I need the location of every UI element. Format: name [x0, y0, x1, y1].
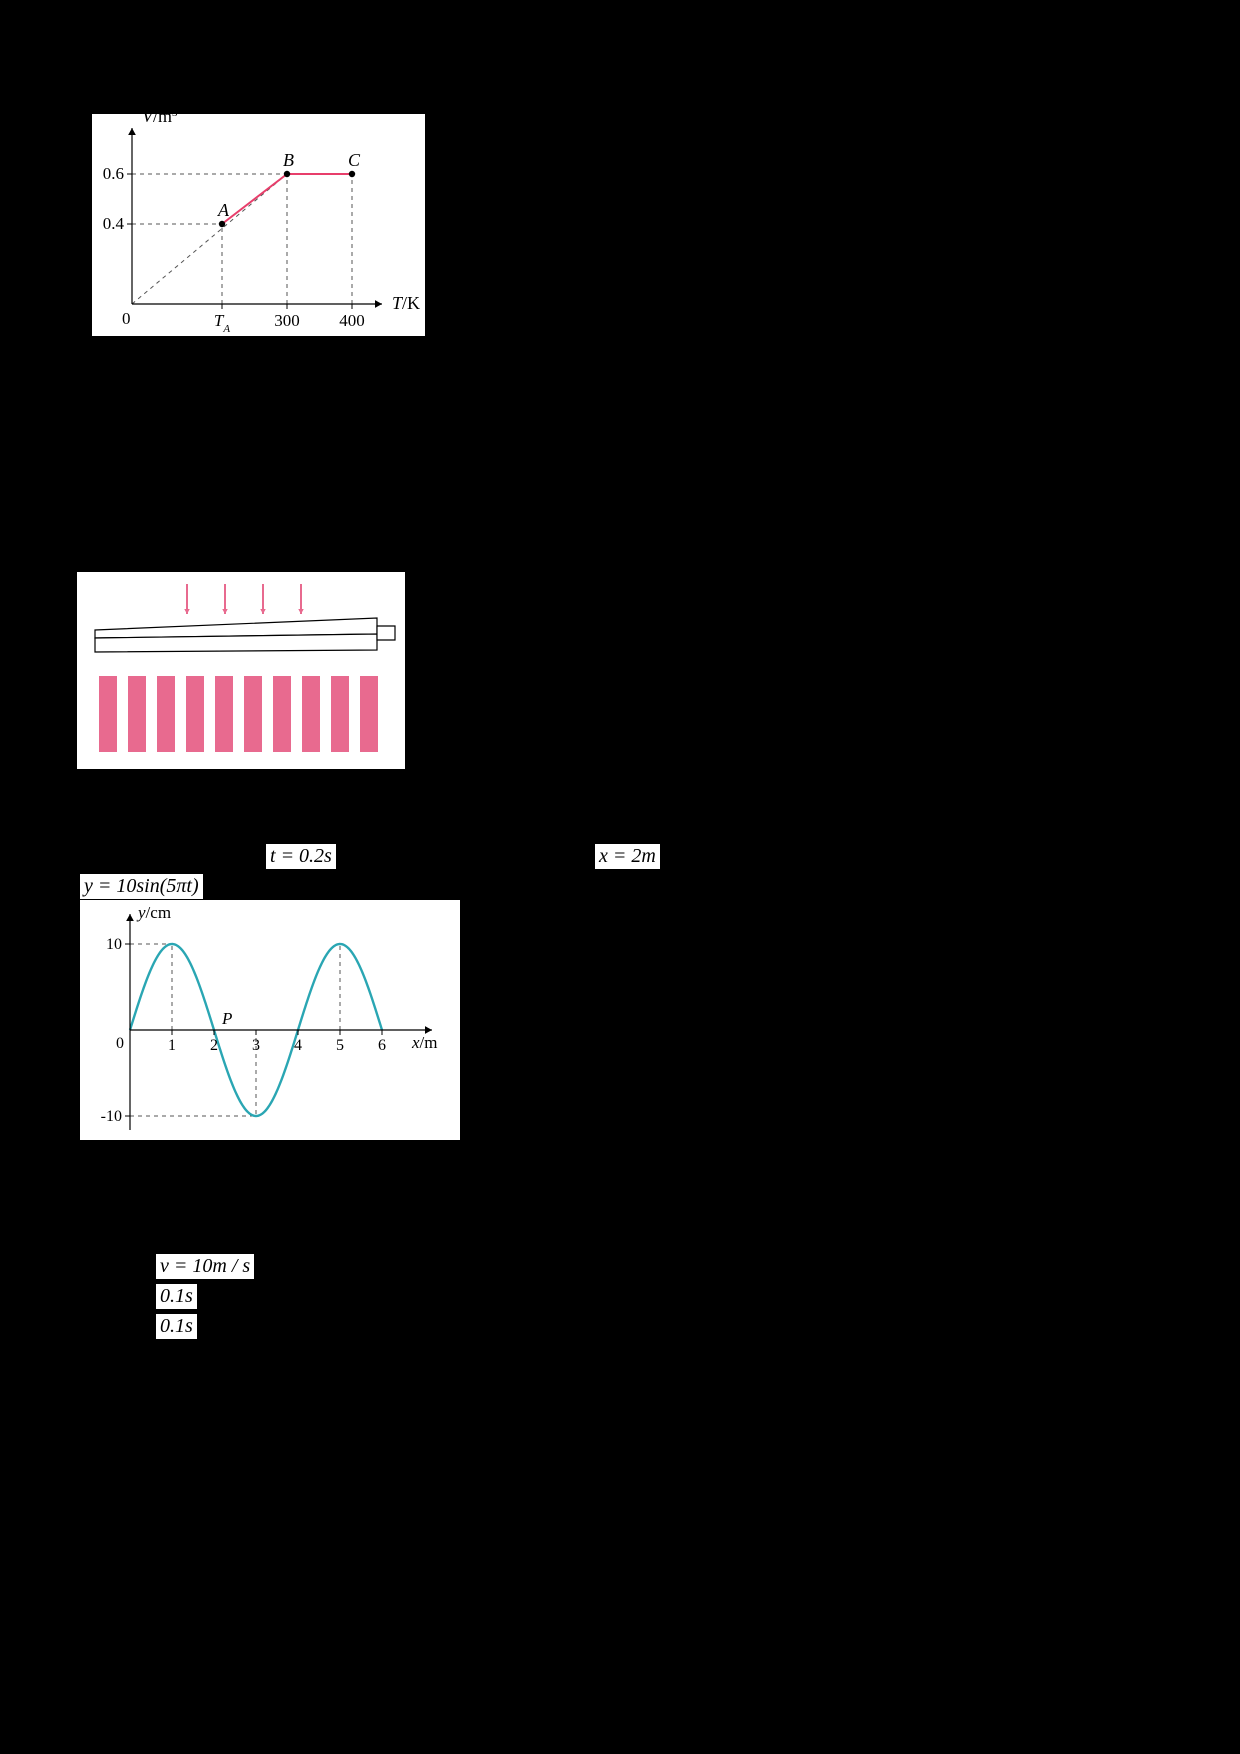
- svg-text:0.6: 0.6: [103, 164, 124, 183]
- svg-text:y/cm: y/cm: [136, 903, 171, 922]
- svg-text:0: 0: [122, 309, 131, 328]
- svg-text:6: 6: [378, 1037, 386, 1054]
- svg-text:2: 2: [210, 1037, 218, 1054]
- svg-text:1: 1: [168, 1037, 176, 1054]
- svg-text:0: 0: [116, 1035, 124, 1052]
- figure-wave-panel: 1 2 3 4 5 6 10 -10 0 x/m y/cm P: [80, 900, 460, 1140]
- svg-text:V/m3: V/m3: [142, 114, 178, 126]
- formula-y-sin: y = 10sin(5πt): [80, 874, 203, 899]
- formula-0.1s-a: 0.1s: [156, 1284, 197, 1309]
- svg-text:x/m: x/m: [411, 1033, 438, 1052]
- svg-text:0.4: 0.4: [103, 214, 125, 233]
- svg-text:4: 4: [294, 1037, 302, 1054]
- svg-text:-10: -10: [101, 1108, 122, 1125]
- page-root: A B C TA 300 400 0.4 0.6 0 T/K V/m3 t = 0.2s x = 2…: [0, 0, 1240, 1754]
- svg-text:400: 400: [339, 311, 365, 330]
- svg-text:10: 10: [106, 936, 122, 953]
- svg-text:5: 5: [336, 1037, 344, 1054]
- figure-wedge-panel: [77, 572, 405, 769]
- formula-0.1s-b: 0.1s: [156, 1314, 197, 1339]
- svg-text:TA: TA: [214, 311, 230, 335]
- figure-wedge-svg: [77, 572, 405, 769]
- svg-text:B: B: [283, 150, 294, 170]
- formula-v-10ms: v = 10m / s: [156, 1254, 254, 1279]
- svg-text:C: C: [348, 150, 361, 170]
- svg-text:T/K: T/K: [392, 293, 420, 313]
- figure-wave-svg: 1 2 3 4 5 6 10 -10 0 x/m y/cm P: [80, 900, 460, 1140]
- svg-text:300: 300: [274, 311, 300, 330]
- formula-t-0.2s: t = 0.2s: [266, 844, 336, 869]
- svg-text:P: P: [221, 1009, 232, 1028]
- svg-text:3: 3: [252, 1037, 260, 1054]
- figure-vt-panel: A B C TA 300 400 0.4 0.6 0 T/K V/m3: [92, 114, 425, 336]
- formula-x-2m: x = 2m: [595, 844, 660, 869]
- svg-text:A: A: [217, 200, 230, 220]
- figure-vt-svg: A B C TA 300 400 0.4 0.6 0 T/K V/m3: [92, 114, 425, 336]
